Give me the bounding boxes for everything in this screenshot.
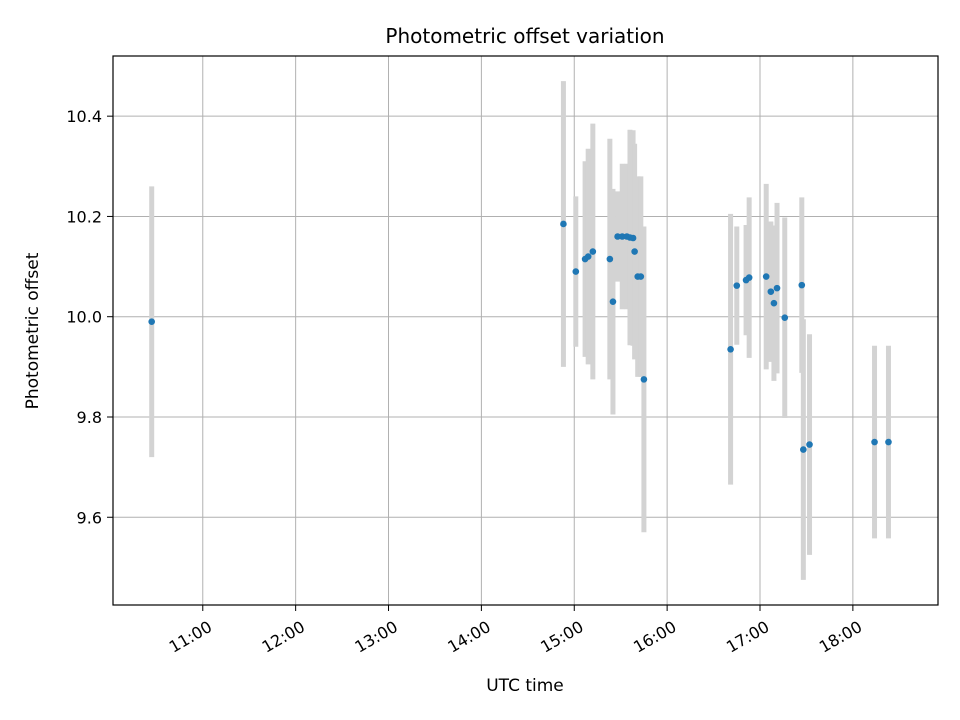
data-point bbox=[609, 298, 617, 305]
data-points bbox=[148, 220, 892, 453]
data-point bbox=[629, 234, 637, 242]
data-point bbox=[606, 255, 614, 263]
y-axis: 9.6 9.8 10.0 10.2 10.4 bbox=[66, 107, 113, 527]
data-point bbox=[871, 438, 878, 446]
data-point bbox=[767, 288, 775, 295]
x-axis-title: UTC time bbox=[486, 676, 564, 696]
y-tick-label: 10.0 bbox=[66, 308, 102, 327]
data-point bbox=[773, 284, 781, 292]
y-tick-label: 9.6 bbox=[77, 508, 102, 527]
data-point bbox=[806, 441, 813, 448]
y-tick-label: 10.4 bbox=[66, 107, 102, 126]
data-point bbox=[727, 346, 734, 353]
data-point bbox=[640, 376, 648, 383]
y-tick-label: 10.2 bbox=[66, 207, 102, 226]
data-point bbox=[584, 253, 592, 260]
data-point bbox=[631, 248, 638, 255]
data-point bbox=[589, 248, 597, 255]
y-axis-title: Photometric offset bbox=[23, 252, 43, 409]
data-point bbox=[148, 318, 155, 326]
data-point bbox=[733, 282, 741, 289]
data-point bbox=[781, 314, 789, 322]
plot-frame bbox=[112, 55, 939, 606]
data-point bbox=[885, 438, 892, 446]
data-point bbox=[762, 273, 770, 280]
data-point bbox=[614, 233, 621, 240]
data-point bbox=[637, 273, 645, 280]
y-tick-label: 9.8 bbox=[77, 408, 102, 427]
data-point bbox=[798, 281, 806, 289]
data-point bbox=[800, 446, 807, 453]
data-point bbox=[745, 274, 753, 281]
data-point bbox=[770, 299, 778, 307]
chart-title: Photometric offset variation bbox=[385, 24, 664, 48]
data-point bbox=[560, 220, 567, 228]
data-point bbox=[572, 268, 580, 275]
data-point bbox=[618, 233, 626, 240]
